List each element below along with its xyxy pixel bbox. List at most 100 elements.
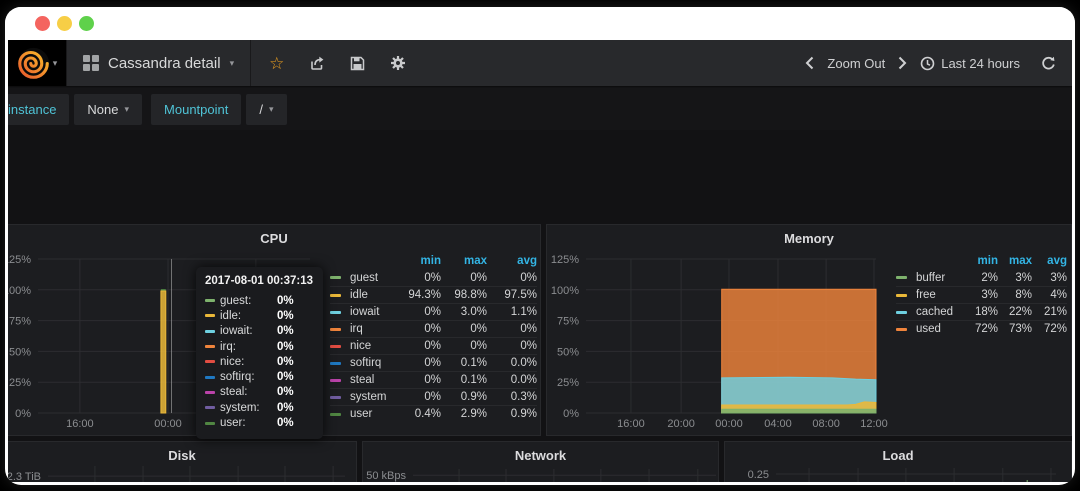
svg-text:16:00: 16:00 (617, 418, 645, 430)
legend-column-avg[interactable]: avg (1047, 255, 1067, 267)
save-dashboard-button[interactable] (348, 54, 367, 73)
legend-row-system[interactable]: system 0% 0.9% 0.3% (330, 388, 537, 405)
legend-value: 0% (470, 340, 487, 352)
legend-column-avg[interactable]: avg (517, 255, 537, 267)
tooltip-row-iowait: iowait: 0% (205, 324, 314, 339)
series-color-dash-icon (330, 276, 341, 279)
panel-disk: 466 GiB931 GiB1.4 TiB1.8 TiB2.3 TiB Disk (8, 441, 357, 482)
legend-value: 72% (1043, 323, 1067, 335)
legend-column-max[interactable]: max (1008, 255, 1032, 267)
variable-instance: instance None ▾ (8, 93, 143, 125)
dashboard-title-dropdown[interactable]: Cassandra detail ▾ (66, 40, 252, 86)
legend-value: 4% (1050, 289, 1067, 301)
legend-value: 3% (981, 289, 998, 301)
tooltip-row-user: user: 0% (205, 415, 314, 430)
legend-row-irq[interactable]: irq 0% 0% 0% (330, 320, 537, 337)
legend-row-buffer[interactable]: buffer 2% 3% 3% (896, 269, 1067, 286)
tooltip-series-value: 0% (277, 309, 294, 322)
legend-series-name: steal (350, 374, 375, 386)
legend-value: 0.4% (414, 408, 441, 420)
legend-value: 3.0% (460, 306, 487, 318)
legend-row-idle[interactable]: idle 94.3% 98.8% 97.5% (330, 286, 537, 303)
panel-title-cpu[interactable]: CPU (260, 231, 288, 246)
series-color-dash-icon (330, 378, 341, 382)
svg-text:0%: 0% (15, 408, 31, 420)
legend-value: 0% (470, 323, 487, 335)
tooltip-row-softirq: softirq: 0% (205, 369, 314, 384)
chevron-down-icon: ▾ (229, 57, 235, 68)
share-dashboard-button[interactable] (307, 53, 327, 73)
legend-column-min[interactable]: min (977, 255, 998, 267)
legend-row-user[interactable]: user 0.4% 2.9% 0.9% (330, 405, 537, 422)
close-window-button[interactable] (35, 16, 50, 31)
tooltip-row-idle: idle: 0% (205, 308, 314, 323)
legend-series-name: free (916, 289, 936, 301)
tooltip-series-value: 0% (277, 325, 294, 338)
svg-text:12:00: 12:00 (860, 418, 888, 430)
legend-row-cached[interactable]: cached 18% 22% 21% (896, 303, 1067, 320)
legend-column-max[interactable]: max (463, 255, 487, 267)
series-color-dash-icon (330, 293, 341, 297)
panel-title-disk[interactable]: Disk (168, 448, 196, 463)
series-color-dash-icon (205, 299, 215, 303)
zoom-out-button[interactable]: Zoom Out (827, 55, 886, 71)
svg-text:25%: 25% (557, 377, 579, 389)
graph-crosshair (171, 259, 172, 413)
legend-series-name: cached (916, 306, 954, 318)
legend-row-softirq[interactable]: softirq 0% 0.1% 0.0% (330, 354, 537, 371)
variable-mountpoint-value-dropdown[interactable]: / ▾ (246, 93, 287, 125)
legend-row-guest[interactable]: guest 0% 0% 0% (330, 269, 537, 286)
tooltip-series-value: 0% (277, 401, 294, 414)
legend-column-min[interactable]: min (420, 255, 441, 267)
series-color-dash-icon (896, 276, 907, 279)
panel-title-memory[interactable]: Memory (784, 231, 834, 246)
legend-value: 0% (424, 271, 441, 284)
tooltip-row-steal: steal: 0% (205, 385, 314, 400)
series-color-dash-icon (330, 395, 341, 399)
memory-legend-table: min max avg buffer 2% 3% 3% free 3% 8% 4% cached 18%… (896, 253, 1067, 337)
legend-row-free[interactable]: free 3% 8% 4% (896, 286, 1067, 303)
minimize-window-button[interactable] (57, 16, 72, 31)
legend-value: 22% (1008, 306, 1032, 318)
legend-row-used[interactable]: used 72% 73% 72% (896, 320, 1067, 337)
svg-text:20:00: 20:00 (667, 418, 695, 430)
chevron-down-icon: ▾ (124, 103, 130, 114)
time-shift-back-button[interactable] (803, 54, 816, 72)
tooltip-series-value: 0% (277, 340, 294, 353)
tooltip-row-nice: nice: 0% (205, 354, 314, 369)
tooltip-series-value: 0% (277, 371, 294, 384)
series-color-dash-icon (896, 310, 907, 314)
tooltip-series-name: idle: (220, 309, 242, 322)
grafana-logo-menu[interactable]: ▾ (8, 40, 66, 86)
legend-value: 0% (470, 271, 487, 284)
grafana-app: ▾ Cassandra detail ▾ ☆ (8, 40, 1072, 482)
legend-series-name: used (916, 323, 941, 335)
series-color-dash-icon (896, 327, 907, 331)
legend-row-steal[interactable]: steal 0% 0.1% 0.0% (330, 371, 537, 388)
legend-row-nice[interactable]: nice 0% 0% 0% (330, 337, 537, 354)
legend-value: 0% (424, 340, 441, 352)
series-color-dash-icon (330, 412, 341, 416)
panel-title-load[interactable]: Load (882, 448, 914, 463)
legend-value: 0% (424, 391, 441, 403)
refresh-dashboard-button[interactable] (1039, 54, 1058, 73)
tooltip-series-name: iowait: (220, 325, 253, 338)
legend-value: 0% (424, 306, 441, 318)
panel-title-network[interactable]: Network (514, 448, 567, 463)
legend-row-iowait[interactable]: iowait 0% 3.0% 1.1% (330, 303, 537, 320)
variable-instance-value-dropdown[interactable]: None ▾ (74, 93, 143, 125)
legend-value: 0% (520, 340, 537, 352)
legend-value: 0% (424, 357, 441, 369)
legend-value: 73% (1008, 323, 1032, 335)
legend-header: min max avg (330, 253, 537, 269)
time-range-picker[interactable]: Last 24 hours (920, 56, 1020, 71)
legend-value: 1.1% (510, 306, 537, 318)
star-dashboard-button[interactable]: ☆ (267, 53, 286, 74)
panel-network: 10 kBps20 kBps30 kBps40 kBps50 kBps Netw… (362, 441, 719, 482)
legend-series-name: system (350, 391, 387, 403)
zoom-window-button[interactable] (79, 16, 94, 31)
dashboard-settings-button[interactable] (388, 53, 408, 73)
time-shift-forward-button[interactable] (896, 54, 909, 72)
variable-mountpoint: Mountpoint / ▾ (151, 93, 287, 125)
legend-value: 3% (1050, 271, 1067, 284)
